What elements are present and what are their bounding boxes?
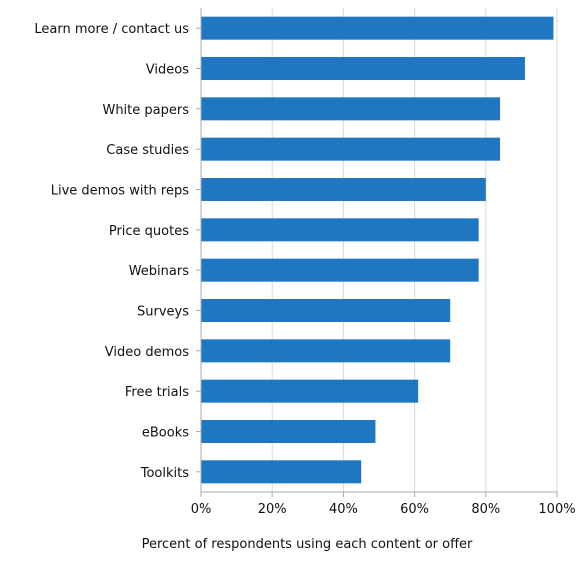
bar	[201, 218, 479, 242]
bar	[201, 299, 451, 322]
category-label: Video demos	[105, 345, 189, 360]
label-layer: 0% 20% 40% 60% 80% 100% Learn more / contact u…	[34, 22, 575, 517]
category-label: Videos	[146, 63, 189, 78]
grid-layer	[271, 8, 558, 492]
category-label: Case studies	[106, 143, 189, 158]
bar	[201, 460, 362, 484]
category-label: Toolkits	[140, 466, 189, 481]
axis-layer	[196, 8, 558, 497]
bar	[201, 379, 419, 403]
category-label: Price quotes	[109, 224, 189, 239]
category-label: Learn more / contact us	[34, 22, 189, 37]
x-tick-label: 80%	[471, 502, 500, 517]
bar	[201, 258, 479, 282]
bar-layer	[201, 16, 554, 484]
category-label: Webinars	[129, 264, 190, 279]
bar	[201, 420, 376, 443]
category-label: Live demos with reps	[51, 184, 189, 199]
x-tick-label: 100%	[538, 502, 575, 517]
bar	[201, 97, 501, 121]
bar	[201, 16, 554, 40]
category-label: White papers	[102, 103, 189, 118]
category-label: eBooks	[142, 426, 189, 441]
x-tick-label: 20%	[258, 502, 287, 517]
bar	[201, 339, 451, 363]
bar	[201, 178, 486, 201]
bar	[201, 57, 525, 80]
x-tick-label: 60%	[400, 502, 429, 517]
x-tick-label: 0%	[191, 502, 212, 517]
category-label: Surveys	[137, 305, 189, 320]
category-label: Free trials	[125, 385, 189, 400]
bar	[201, 137, 501, 161]
x-axis-title: Percent of respondents using each conten…	[142, 537, 473, 552]
x-tick-label: 40%	[329, 502, 358, 517]
